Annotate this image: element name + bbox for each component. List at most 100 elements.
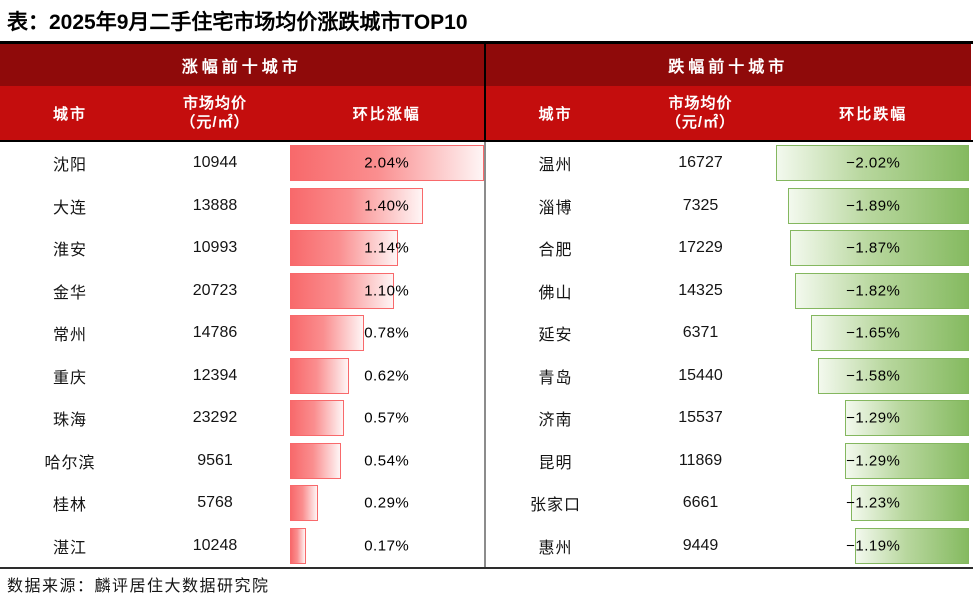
price-cell: 10993	[192, 239, 238, 257]
table-row: 沈阳 10944 2.04%	[0, 142, 484, 185]
table-row: 青岛 15440 −1.58%	[486, 355, 972, 398]
loss-data-bar	[845, 400, 969, 437]
column-header-change-down: 环比跌幅	[839, 105, 908, 123]
city-cell: 湛江	[52, 539, 87, 557]
change-value-label: 1.40%	[364, 197, 410, 215]
city-cell: 张家口	[529, 497, 581, 515]
change-bar-cell: −1.89%	[776, 185, 972, 228]
change-value-label: 0.29%	[364, 494, 410, 512]
change-value-label: −1.89%	[846, 197, 901, 215]
price-cell: 15537	[678, 409, 723, 427]
change-value-label: −1.58%	[846, 367, 901, 385]
change-value-label: 1.10%	[364, 282, 410, 300]
change-value-label: −1.19%	[846, 537, 901, 555]
change-bar-cell: 0.17%	[290, 525, 484, 568]
city-cell: 哈尔滨	[44, 454, 96, 472]
data-source-note: 数据来源：麟评居住大数据研究院	[7, 578, 270, 595]
table-row: 佛山 14325 −1.82%	[486, 270, 972, 313]
table-row: 金华 20723 1.10%	[0, 270, 484, 313]
price-cell: 10248	[192, 536, 238, 554]
table-row: 延安 6371 −1.65%	[486, 312, 972, 355]
change-bar-cell: −1.65%	[776, 312, 972, 355]
price-cell: 9561	[197, 451, 233, 469]
city-cell: 淮安	[52, 242, 87, 260]
change-bar-cell: −1.82%	[776, 270, 972, 313]
city-cell: 桂林	[52, 497, 87, 515]
top10-table: 涨幅前十城市 城市 市场均价 （元/㎡） 环比涨幅 跌幅前十城市 城市 市场均价…	[0, 41, 973, 569]
table-row: 济南 15537 −1.29%	[486, 397, 972, 440]
price-cell: 16727	[678, 154, 723, 172]
table-row: 合肥 17229 −1.87%	[486, 227, 972, 270]
gain-data-bar	[290, 230, 399, 267]
change-bar-cell: 0.57%	[290, 397, 484, 440]
city-cell: 珠海	[52, 412, 87, 430]
change-bar-cell: −1.29%	[776, 440, 972, 483]
city-cell: 沈阳	[52, 157, 87, 175]
gain-data-bar	[290, 357, 349, 394]
losers-rows: 温州 16727 −2.02% 淄博 7325 −1.89% 合肥 17229 −1.87% 佛山…	[486, 142, 972, 567]
change-bar-cell: 0.29%	[290, 482, 484, 525]
loss-data-bar	[787, 187, 969, 224]
gainers-section-title: 涨幅前十城市	[0, 44, 484, 86]
change-bar-cell: −1.19%	[776, 525, 972, 568]
change-bar-cell: 0.62%	[290, 355, 484, 398]
city-cell: 昆明	[538, 454, 573, 472]
losers-header: 跌幅前十城市 城市 市场均价 （元/㎡） 环比跌幅	[485, 44, 971, 140]
table-row: 淮安 10993 1.14%	[0, 227, 484, 270]
change-bar-cell: −2.02%	[775, 142, 972, 185]
city-cell: 金华	[52, 284, 87, 302]
change-bar-cell: 0.54%	[290, 440, 484, 483]
price-cell: 5768	[197, 494, 233, 512]
gain-data-bar	[290, 272, 395, 309]
change-value-label: 2.04%	[364, 154, 410, 172]
page-title: 表：2025年9月二手住宅市场均价涨跌城市TOP10	[7, 11, 468, 34]
column-header-city: 城市	[538, 105, 573, 123]
column-header-price: 市场均价 （元/㎡）	[140, 94, 290, 133]
column-header-change-up: 环比涨幅	[352, 105, 421, 123]
change-value-label: −1.82%	[846, 282, 901, 300]
change-value-label: −1.23%	[846, 494, 901, 512]
losers-section-title: 跌幅前十城市	[485, 44, 971, 86]
column-header-price-line2: （元/㎡）	[180, 114, 250, 131]
table-row: 温州 16727 −2.02%	[486, 142, 972, 185]
city-cell: 青岛	[538, 369, 573, 387]
change-value-label: 1.14%	[364, 239, 410, 257]
change-value-label: −1.87%	[846, 239, 901, 257]
column-header-city: 城市	[52, 105, 87, 123]
price-cell: 15440	[678, 366, 723, 384]
change-value-label: −1.29%	[846, 452, 901, 470]
change-value-label: 0.57%	[364, 409, 410, 427]
city-cell: 重庆	[52, 369, 87, 387]
gain-data-bar	[290, 400, 345, 437]
city-cell: 延安	[538, 327, 573, 345]
loss-data-bar	[855, 527, 969, 564]
price-cell: 6661	[682, 494, 719, 512]
gain-data-bar	[290, 442, 342, 479]
change-value-label: −1.29%	[846, 409, 901, 427]
table-row: 重庆 12394 0.62%	[0, 355, 484, 398]
price-cell: 12394	[192, 366, 238, 384]
price-cell: 23292	[192, 409, 238, 427]
table-header: 涨幅前十城市 城市 市场均价 （元/㎡） 环比涨幅 跌幅前十城市 城市 市场均价…	[0, 44, 973, 142]
gainers-header: 涨幅前十城市 城市 市场均价 （元/㎡） 环比涨幅	[0, 44, 486, 140]
column-header-price-line1: 市场均价	[182, 94, 247, 112]
loss-data-bar	[789, 230, 969, 267]
loss-data-bar	[794, 272, 969, 309]
gainers-rows: 沈阳 10944 2.04% 大连 13888 1.40% 淮安 10993 1.14% 金华 20…	[0, 142, 486, 567]
city-cell: 淄博	[538, 199, 573, 217]
table-row: 惠州 9449 −1.19%	[486, 525, 972, 568]
city-cell: 常州	[52, 327, 87, 345]
change-bar-cell: 0.78%	[290, 312, 484, 355]
table-row: 昆明 11869 −1.29%	[486, 440, 972, 483]
city-cell: 温州	[538, 157, 573, 175]
price-cell: 20723	[192, 281, 238, 299]
change-value-label: −2.02%	[846, 154, 901, 172]
loss-data-bar	[810, 315, 969, 352]
change-bar-cell: 1.14%	[290, 227, 484, 270]
table-row: 常州 14786 0.78%	[0, 312, 484, 355]
change-value-label: −1.65%	[846, 324, 901, 342]
gain-data-bar	[290, 145, 484, 182]
price-cell: 10944	[192, 154, 238, 172]
change-bar-cell: −1.58%	[776, 355, 972, 398]
price-cell: 13888	[192, 196, 238, 214]
